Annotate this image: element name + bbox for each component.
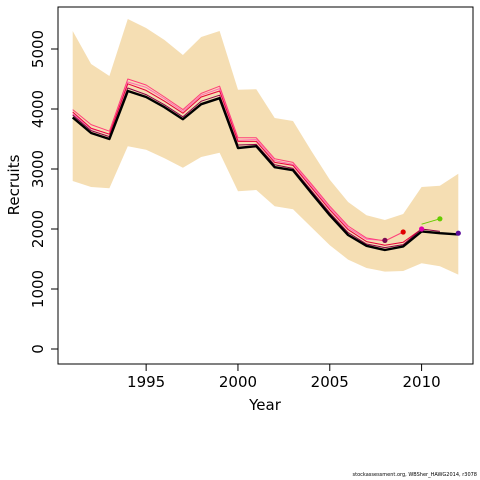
point-2008 <box>382 237 388 243</box>
series-line-retro-4 <box>72 81 385 241</box>
y-tick-label-1000: 1000 <box>29 270 47 308</box>
x-axis-title: Year <box>248 396 282 414</box>
y-axis-title: Recruits <box>5 154 23 215</box>
confidence-band <box>72 19 459 275</box>
point-2012 <box>455 230 461 236</box>
points-layer <box>382 216 461 243</box>
x-axis: 1995 2000 2005 2010 <box>127 364 441 391</box>
y-axis: 0 1000 2000 3000 4000 5000 <box>29 30 58 354</box>
series-line-retro-3 <box>72 78 404 242</box>
y-tick-label-4000: 4000 <box>29 90 47 128</box>
y-tick-label-0: 0 <box>29 344 47 354</box>
y-tick-label-5000: 5000 <box>29 30 47 68</box>
footer-credit: stockassessment.org, WBSher_HAWG2014, r3… <box>352 472 477 478</box>
series-line-base <box>71 89 459 252</box>
x-tick-label-2010: 2010 <box>402 373 440 391</box>
series-layer <box>71 78 459 252</box>
y-tick-label-3000: 3000 <box>29 150 47 188</box>
point-2011 <box>437 216 443 222</box>
x-tick-label-2000: 2000 <box>219 373 257 391</box>
series-line-retro-2 <box>72 83 422 246</box>
series-line-retro-1 <box>72 87 440 249</box>
plot-frame <box>57 6 474 365</box>
point-2010 <box>419 226 425 232</box>
x-tick-label-1995: 1995 <box>127 373 165 391</box>
x-tick-label-2005: 2005 <box>311 373 349 391</box>
confidence-band-layer <box>72 19 459 275</box>
series-line-retro-5 <box>421 218 441 225</box>
y-tick-label-2000: 2000 <box>29 210 47 248</box>
point-2009 <box>400 229 406 235</box>
